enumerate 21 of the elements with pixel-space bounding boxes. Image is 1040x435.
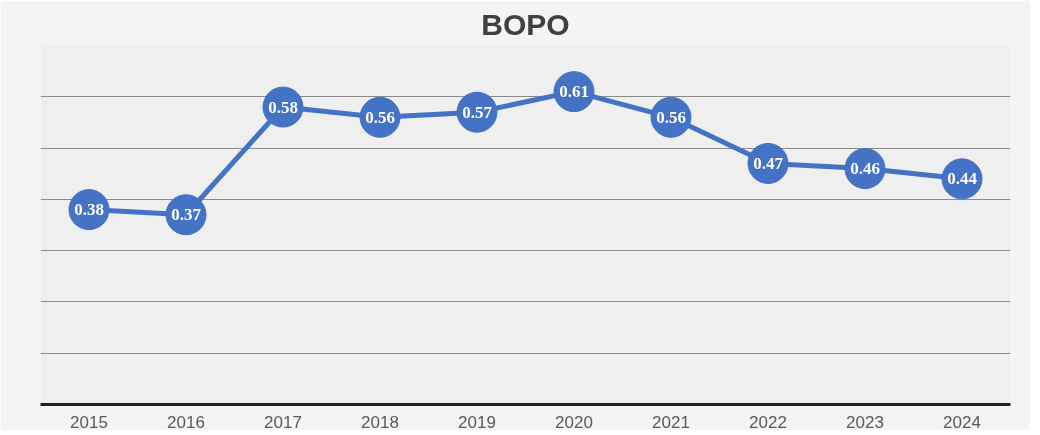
data-label: 0.56 <box>365 107 395 127</box>
x-tick-label: 2020 <box>555 412 593 432</box>
data-label: 0.37 <box>171 205 202 225</box>
chart-title: BOPO <box>481 7 570 41</box>
x-tick-label: 2017 <box>264 412 302 432</box>
data-label: 0.46 <box>850 159 880 179</box>
data-label: 0.61 <box>559 82 589 102</box>
x-tick-label: 2015 <box>70 412 108 432</box>
data-label: 0.58 <box>268 97 298 117</box>
data-label: 0.38 <box>74 200 104 220</box>
data-label: 0.56 <box>656 107 686 127</box>
x-tick-label: 2019 <box>458 412 496 432</box>
x-tick-label: 2024 <box>943 412 981 432</box>
data-label: 0.47 <box>753 153 784 173</box>
data-label: 0.44 <box>947 169 978 189</box>
data-label: 0.57 <box>462 102 493 122</box>
x-tick-label: 2022 <box>749 412 787 432</box>
x-tick-label: 2021 <box>652 412 690 432</box>
x-tick-label: 2018 <box>361 412 399 432</box>
x-tick-label: 2023 <box>846 412 884 432</box>
x-tick-label: 2016 <box>167 412 205 432</box>
